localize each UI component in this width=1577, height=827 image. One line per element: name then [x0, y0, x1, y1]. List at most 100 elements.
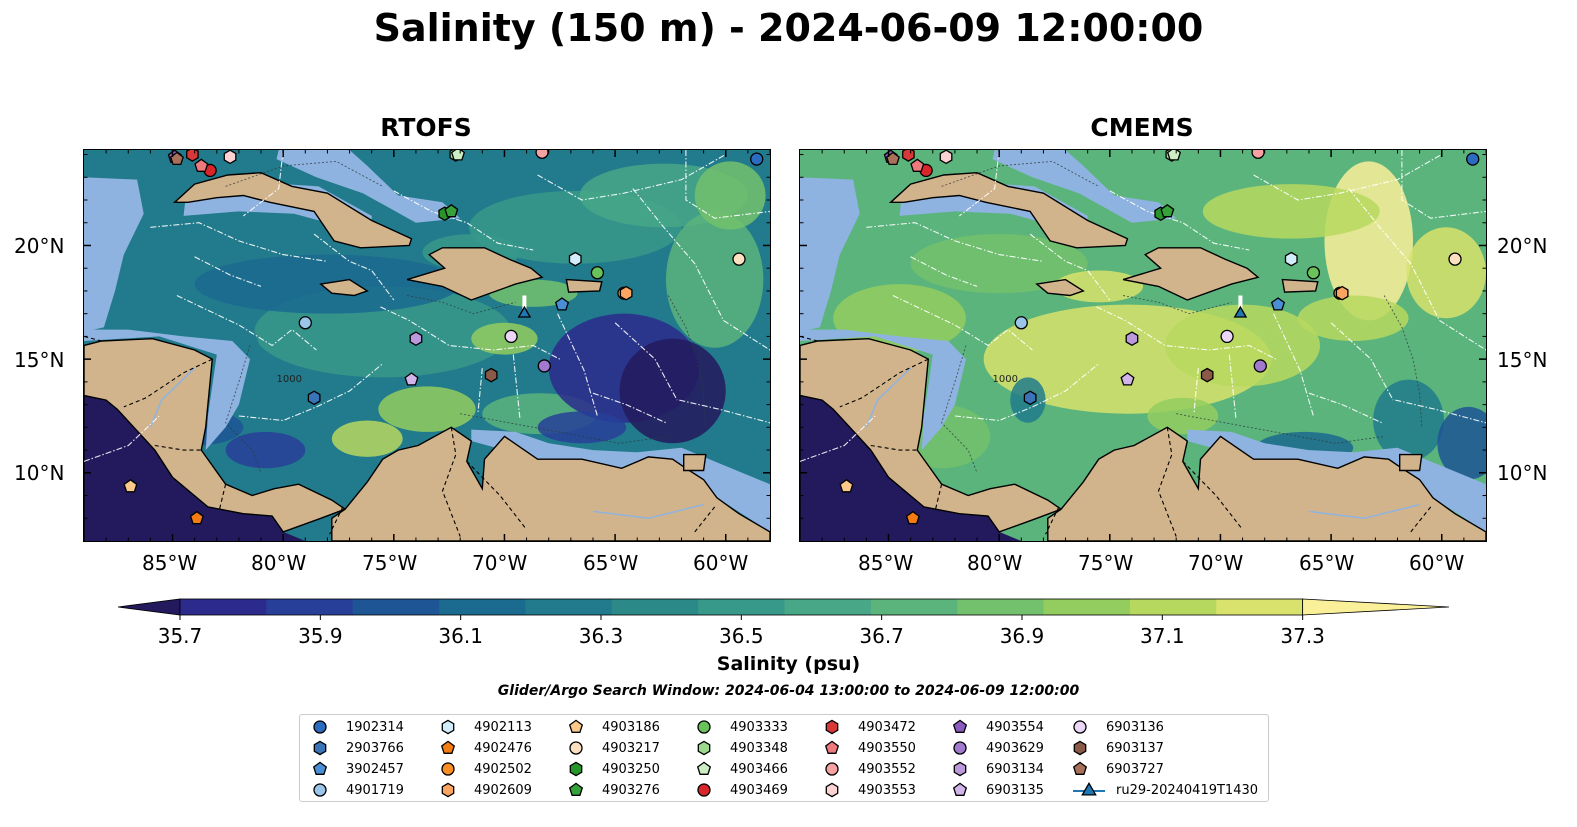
colorbar-tick-label: 36.5	[719, 624, 764, 648]
panel-title-rtofs: RTOFS	[380, 113, 472, 142]
legend-marker	[441, 762, 455, 776]
legend-marker	[569, 761, 583, 777]
platform-marker-4902609	[619, 285, 633, 301]
legend-label: ru29-20240419T1430	[1116, 782, 1259, 798]
colorbar-low-extension	[117, 598, 181, 616]
contour-label: 1000	[277, 374, 302, 385]
x-tick-label: 70°W	[472, 551, 528, 575]
platform-marker-4903550	[910, 158, 925, 172]
figure-title: Salinity (150 m) - 2024-06-09 12:00:00	[373, 6, 1204, 50]
legend-marker	[1072, 761, 1088, 775]
colorbar-segment	[1129, 599, 1217, 615]
rtofs-map: 1000	[83, 149, 771, 542]
legend-item: 4903554	[952, 719, 1044, 735]
legend-item: 4903333	[696, 719, 788, 735]
legend-label: 4903466	[730, 761, 788, 777]
legend-item: 4903552	[824, 761, 916, 777]
platform-marker-4903550	[194, 158, 209, 172]
legend-marker	[569, 741, 583, 755]
platform-marker-1902314	[1466, 152, 1480, 166]
legend-marker	[1073, 720, 1087, 734]
platform-marker-4903186	[839, 478, 854, 493]
platform-marker-4903333	[590, 266, 605, 280]
platform-marker-4903466	[450, 150, 466, 161]
legend-item: 1902314	[312, 719, 404, 735]
x-tick-label: 75°W	[362, 551, 418, 575]
legend-label: 4903554	[986, 719, 1044, 735]
legend-label: 4901719	[346, 782, 404, 798]
platform-marker-4902113	[568, 251, 582, 267]
legend-item: 4901719	[312, 782, 404, 798]
platform-marker-1902314	[750, 152, 764, 166]
land-jamaica	[1035, 278, 1085, 297]
legend-label: 4902476	[474, 740, 532, 756]
x-tick-label: 75°W	[1078, 551, 1134, 575]
legend-marker	[1073, 740, 1087, 756]
legend-marker-icon	[697, 720, 711, 734]
legend-label: 3902457	[346, 761, 404, 777]
y-tick-label: 15°N	[14, 348, 65, 372]
legend-item: 6903135	[952, 782, 1044, 798]
legend-marker-icon	[312, 761, 328, 775]
legend-item: 6903136	[1072, 719, 1164, 735]
land-trinidad	[683, 453, 707, 472]
x-tick-label: 85°W	[142, 551, 198, 575]
platform-marker-4903552	[1251, 150, 1265, 159]
legend: 1902314 2903766 3902457 4901719 4902113 49024…	[299, 714, 1269, 802]
platform-marker-4903553	[223, 150, 237, 165]
legend-label: 1902314	[346, 719, 404, 735]
legend-item: 6903727	[1072, 761, 1164, 777]
legend-item: 4903472	[824, 719, 916, 735]
legend-marker	[952, 782, 968, 796]
x-tick-label: 80°W	[251, 551, 307, 575]
legend-marker	[1081, 782, 1097, 796]
colorbar-segment	[611, 599, 699, 615]
legend-label: 4902113	[474, 719, 532, 735]
colorbar-segment	[266, 599, 354, 615]
legend-label: 6903134	[986, 761, 1044, 777]
platform-marker-6903137	[484, 367, 498, 383]
y-tick-label: 10°N	[14, 461, 65, 485]
platform-marker-2903766	[307, 390, 321, 406]
platform-marker-4903217	[1448, 252, 1462, 266]
platform-marker-6903727	[169, 151, 184, 166]
land-jamaica	[319, 278, 369, 297]
glider-icon	[1073, 782, 1105, 796]
legend-marker-icon	[825, 782, 839, 798]
colorbar-segment	[784, 599, 872, 615]
legend-label: 4903552	[858, 761, 916, 777]
colorbar-tick-label: 35.7	[157, 624, 203, 648]
legend-marker-icon	[697, 783, 711, 797]
legend-marker	[568, 719, 584, 733]
colorbar-tick-label: 36.3	[578, 624, 624, 648]
x-tick-label: 80°W	[967, 551, 1023, 575]
legend-label: 4903217	[602, 740, 660, 756]
legend-item: 6903137	[1072, 740, 1164, 756]
legend-label: 4903472	[858, 719, 916, 735]
platform-marker-4903553	[939, 150, 953, 165]
land-puertorico	[1281, 278, 1319, 293]
platform-marker-4903466	[1166, 150, 1182, 161]
legend-marker	[313, 720, 327, 734]
platform-marker-6903727	[885, 151, 900, 166]
legend-marker	[697, 720, 711, 734]
x-tick-label: 60°W	[693, 551, 749, 575]
legend-marker-icon	[952, 782, 968, 796]
x-tick-label: 65°W	[1299, 551, 1355, 575]
legend-marker	[825, 782, 839, 798]
legend-item: 4903466	[696, 761, 788, 777]
legend-marker	[441, 782, 455, 798]
colorbar-title: Salinity (psu)	[716, 653, 861, 675]
legend-item: 4902502	[440, 761, 532, 777]
platform-marker-6903135	[1120, 372, 1135, 386]
colorbar-segment	[698, 599, 785, 615]
land-centralAm	[800, 337, 1063, 541]
platform-marker-2903766	[1023, 390, 1037, 406]
platform-marker-6903136	[504, 329, 518, 344]
legend-marker-icon	[1073, 740, 1087, 756]
legend-label: 4903629	[986, 740, 1044, 756]
legend-label: 4902502	[474, 761, 532, 777]
legend-marker-icon	[440, 740, 456, 754]
legend-marker-icon	[441, 762, 455, 776]
colorbar	[117, 598, 1450, 620]
